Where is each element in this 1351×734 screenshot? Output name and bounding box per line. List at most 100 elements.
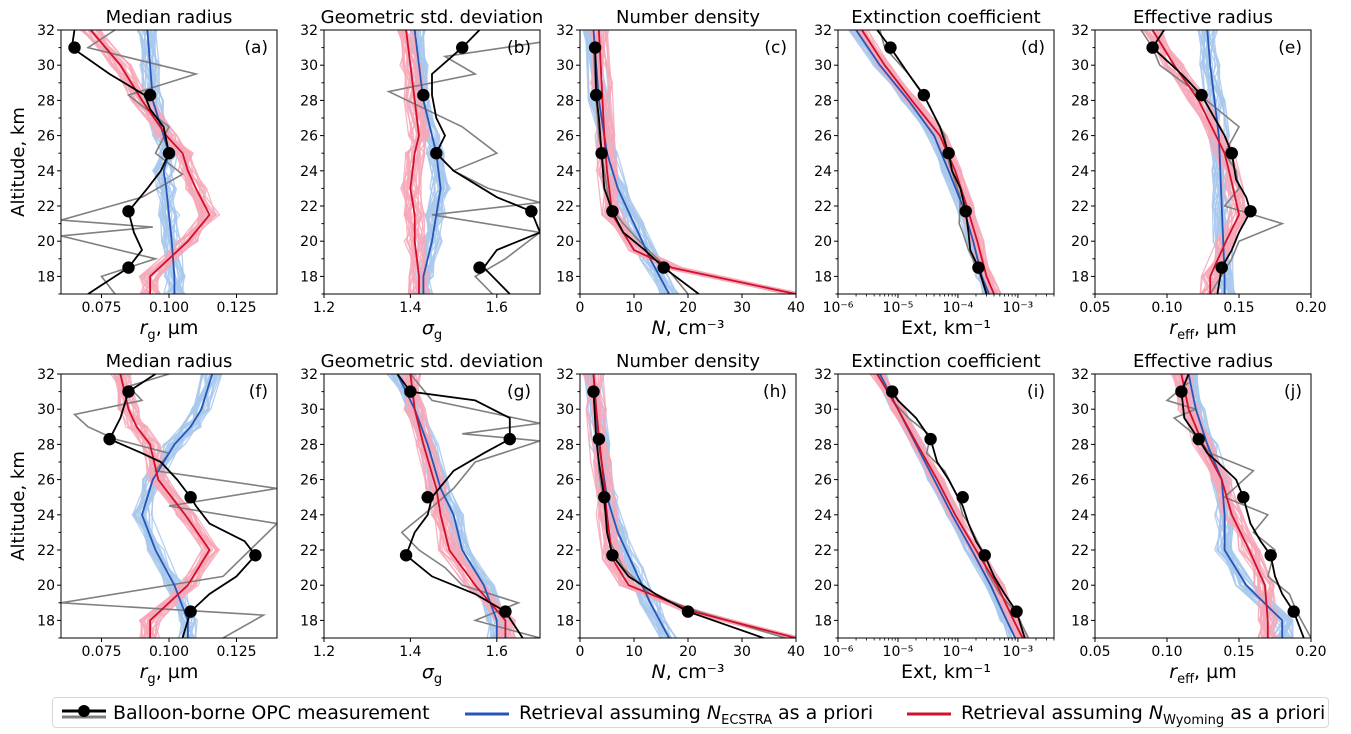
panel-d: 18 20 22 24 26 28 30 32 10⁻⁶ 10⁻⁵ 10⁻⁴ 10⁻³ Ext, km⁻…	[814, 7, 1055, 339]
legend-wyoming-prefix: Retrieval assuming	[961, 702, 1149, 724]
measurement-point	[122, 385, 135, 398]
x-tick-label: 10	[625, 644, 643, 660]
y-tick-label: 22	[1071, 199, 1089, 215]
x-axis-label-main: Ext	[901, 317, 932, 339]
measurement-point	[417, 88, 430, 102]
measurement-raw-line	[61, 30, 199, 294]
plot-area	[61, 374, 277, 638]
wyoming-ensemble-line	[592, 374, 790, 638]
x-axis-label: σg	[422, 661, 442, 687]
y-tick-label: 18	[37, 269, 55, 285]
y-tick-label: 32	[1071, 23, 1089, 39]
x-axis-label-main: σ	[422, 317, 435, 339]
x-axis-label-unit: , cm⁻³	[666, 661, 725, 683]
panel-frame	[323, 29, 541, 295]
x-tick-label: 0.10	[1151, 300, 1182, 316]
panel-label: (j)	[1284, 382, 1302, 402]
legend-ecstra-var: N	[706, 702, 722, 724]
wyoming-ensemble-line	[591, 374, 796, 638]
y-tick-label: 20	[300, 578, 318, 594]
x-tick-label: 1.4	[399, 644, 421, 660]
wyoming-ensemble-line	[585, 374, 796, 638]
y-tick-label: 32	[300, 367, 318, 383]
measurement-point	[924, 432, 937, 446]
ecstra-ensemble-line	[849, 30, 990, 294]
measurement-point	[184, 605, 197, 618]
y-tick-label: 26	[556, 129, 574, 145]
measurement-point	[1195, 88, 1208, 102]
wyoming-ensemble-line	[590, 374, 792, 638]
plot-area	[386, 30, 540, 294]
y-axis-label: Altitude, km	[8, 451, 29, 561]
wyoming-ensemble-line	[592, 374, 789, 638]
panel-title: Median radius	[106, 351, 233, 372]
y-tick-label: 28	[300, 93, 318, 109]
wyoming-ensemble-line	[596, 30, 796, 294]
measurement-point	[456, 41, 469, 54]
legend-ecstra-swatch	[465, 712, 509, 716]
wyoming-line	[876, 374, 1024, 638]
panel-title: Extinction coefficient	[851, 7, 1040, 28]
y-tick-label: 30	[1071, 58, 1089, 74]
panel-b: 18 20 22 24 26 28 30 32 1.2 1.4 1.6 σg Geometric std…	[300, 7, 543, 343]
x-axis-label: rg, µm	[140, 317, 199, 343]
y-tick-label: 18	[556, 269, 574, 285]
measurement-point	[1287, 605, 1300, 618]
measurement-line	[431, 30, 540, 294]
x-tick-label: 20	[679, 644, 697, 660]
y-tick-label: 28	[814, 93, 832, 109]
wyoming-ensemble-line	[601, 30, 793, 294]
x-tick-label: 10⁻⁴	[943, 300, 974, 316]
ecstra-ensemble-line	[853, 30, 984, 294]
measurement-point	[1010, 605, 1023, 618]
panel-c: 18 20 22 24 26 28 30 32 0 10 20 30 40 N, cm⁻³ Number d…	[556, 7, 805, 339]
y-tick-label: 18	[37, 613, 55, 629]
y-tick-label: 26	[300, 473, 318, 489]
y-tick-label: 26	[1071, 473, 1089, 489]
y-tick-label: 22	[37, 543, 55, 559]
legend: Balloon-borne OPC measurement Retrieval …	[52, 697, 1329, 728]
y-tick-label: 20	[556, 578, 574, 594]
plot-area	[848, 30, 1002, 294]
y-tick-label: 24	[37, 164, 55, 180]
ecstra-ensemble-line	[848, 30, 990, 294]
y-tick-label: 18	[814, 269, 832, 285]
wyoming-ensemble-line	[599, 30, 796, 294]
wyoming-line	[598, 30, 796, 294]
x-tick-label: 0.15	[1223, 300, 1254, 316]
x-tick-label: 1.4	[399, 300, 421, 316]
wyoming-line	[119, 374, 211, 638]
legend-ecstra-label: Retrieval assuming NECSTRA as a priori	[519, 700, 873, 734]
x-tick-label: 30	[733, 644, 751, 660]
panel-label: (d)	[1021, 38, 1045, 58]
wyoming-ensemble-line	[596, 30, 796, 294]
y-tick-label: 26	[556, 473, 574, 489]
measurement-point	[122, 205, 135, 218]
x-tick-label: 0.125	[216, 644, 256, 660]
y-tick-label: 28	[814, 437, 832, 453]
ecstra-ensemble-line	[411, 30, 439, 294]
panel-label: (i)	[1027, 382, 1045, 402]
plot-area	[386, 374, 540, 638]
measurement-point	[421, 491, 434, 504]
y-tick-label: 18	[1071, 613, 1089, 629]
panel-h: 18 20 22 24 26 28 30 32 0 10 20 30 40 N, cm⁻³ Number d…	[556, 351, 805, 683]
y-tick-label: 24	[556, 508, 574, 524]
x-tick-label: 30	[733, 300, 751, 316]
x-tick-label: 0.100	[149, 300, 189, 316]
ecstra-ensemble-line	[848, 30, 987, 294]
y-tick-label: 18	[1071, 269, 1089, 285]
panel-label: (f)	[249, 382, 268, 402]
x-tick-label: 0.075	[81, 300, 121, 316]
wyoming-ensemble-line	[600, 30, 796, 294]
x-tick-label: 40	[787, 644, 805, 660]
x-axis-label-main: σ	[422, 661, 435, 683]
y-tick-label: 30	[814, 58, 832, 74]
y-tick-label: 32	[37, 367, 55, 383]
ecstra-ensemble-line	[131, 374, 218, 638]
x-axis-label: rg, µm	[140, 661, 199, 687]
wyoming-line	[405, 30, 420, 294]
x-axis-label-sub: g	[147, 672, 155, 687]
y-tick-label: 24	[814, 508, 832, 524]
plot-area	[582, 374, 796, 638]
